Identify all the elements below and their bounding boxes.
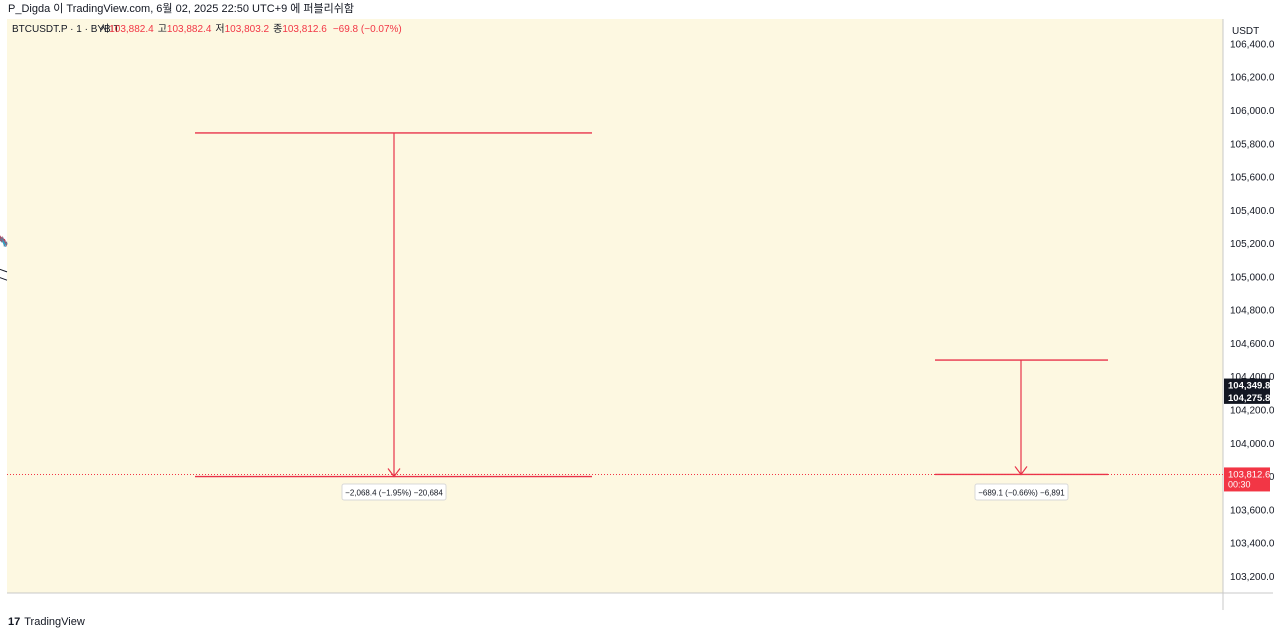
time-axis-panel[interactable]	[7, 593, 1223, 610]
measure-arrow-head	[387, 468, 401, 478]
measure-label-2-box	[974, 483, 1069, 501]
moving-average-line	[0, 277, 8, 281]
legend-values: 시103,882.4 고103,882.4 저103,803.2 종103,812.6…	[100, 23, 402, 35]
publish-caption: P_Digda 이 TradingView.com, 6월 02, 2025 2…	[8, 3, 355, 15]
legend-open-label: 시	[100, 23, 109, 35]
legend-high-label: 고	[158, 24, 167, 35]
chart-background	[7, 19, 1223, 593]
footer-bar: 17 TradingView	[0, 612, 1280, 634]
legend-high: 103,882.4	[167, 24, 212, 35]
price-axis-panel[interactable]	[1223, 19, 1273, 593]
price-tick-label: 104,200.0	[1230, 405, 1275, 416]
measure-label-1[interactable]: −2,068.4 (−1.95%) −20,684	[341, 483, 447, 501]
legend-open: 103,882.4	[109, 24, 154, 35]
price-chart[interactable]: ★★★ 106,400.0 106,200.0 106,000.0 105,800.0…	[0, 0, 1280, 612]
legend-close: 103,812.6	[282, 24, 327, 35]
price-badge-box	[1224, 378, 1270, 392]
price-tick-label: 103,600.0	[1230, 505, 1275, 516]
measure-label-2-text: −689.1 (−0.66%) −6,891	[978, 489, 1065, 498]
publish-caption-bar: P_Digda 이 TradingView.com, 6월 02, 2025 2…	[0, 0, 1280, 18]
legend-change: −69.8 (−0.07%)	[333, 24, 402, 35]
price-tick-label: 103,200.0	[1230, 572, 1275, 583]
price-tick-label: 106,200.0	[1230, 73, 1275, 84]
price-tick-label: 104,800.0	[1230, 306, 1275, 317]
candle-body	[0, 238, 1, 240]
legend-close-label: 종	[273, 23, 282, 35]
price-badge-label: 104,349.8	[1228, 381, 1270, 392]
plot-area: ★★★	[0, 132, 1223, 478]
price-tick-label: 104,000.0	[1230, 439, 1275, 450]
price-tick-label: 105,800.0	[1230, 139, 1275, 150]
tradingview-logo-text: TradingView	[24, 616, 85, 628]
tradingview-logo-icon: 17	[8, 616, 21, 628]
price-tick-label: 106,400.0	[1230, 39, 1275, 50]
price-badge-box	[1224, 390, 1270, 404]
measure-label-1-text: −2,068.4 (−1.95%) −20,684	[345, 489, 443, 498]
price-tick-label: 105,400.0	[1230, 206, 1275, 217]
price-badge-label: 104,275.8	[1228, 393, 1270, 404]
last-price-badge	[1224, 467, 1270, 492]
candle-body	[0, 236, 1, 239]
last-price-countdown: 00:30	[1228, 479, 1251, 489]
axis-layer: 106,400.0 106,200.0 106,000.0 105,800.0 105,…	[1224, 39, 1275, 583]
legend-symbol[interactable]: BTCUSDT.P · 1 · BYBIT	[12, 24, 120, 35]
tradingview-logo[interactable]: 17 TradingView	[8, 616, 85, 628]
price-axis-currency[interactable]: USDT	[1232, 26, 1259, 37]
price-tick-label: 105,200.0	[1230, 239, 1275, 250]
measure-label-2[interactable]: −689.1 (−0.66%) −6,891	[974, 483, 1069, 501]
price-tick-label: 104,400.0	[1230, 372, 1275, 383]
price-tick-label: 104,600.0	[1230, 339, 1275, 350]
legend-low-label: 저	[215, 23, 224, 35]
price-tick-label: 105,000.0	[1230, 272, 1275, 283]
price-tick-label: 103,400.0	[1230, 539, 1275, 550]
legend-low: 103,803.2	[225, 24, 270, 35]
last-price-label: 103,812.6	[1228, 469, 1270, 480]
candle-body	[2, 240, 5, 243]
price-tick-label: 106,000.0	[1230, 106, 1275, 117]
price-tick-label: 105,600.0	[1230, 173, 1275, 184]
measure-label-1-box	[341, 483, 447, 501]
